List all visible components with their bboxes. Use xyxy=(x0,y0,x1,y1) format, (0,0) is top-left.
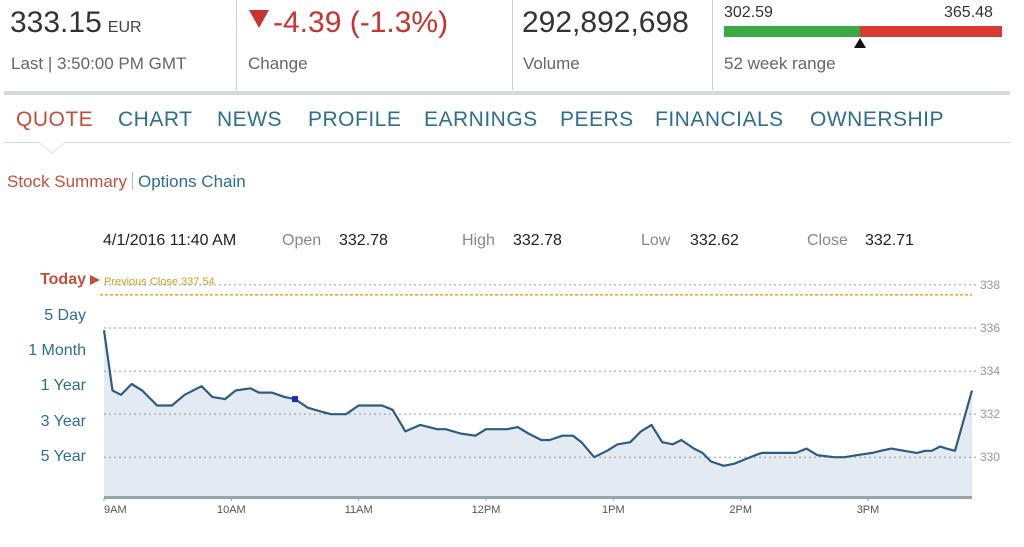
change-text: -4.39 (-1.3%) xyxy=(273,6,449,39)
volume-cell: 292,892,698 Volume xyxy=(512,0,712,90)
tab-profile[interactable]: PROFILE xyxy=(308,108,402,131)
x-axis-line xyxy=(104,496,972,499)
chart-hover-datetime: 4/1/2016 11:40 AM xyxy=(103,232,237,249)
x-tick-label-9AM: 9AM xyxy=(104,504,127,516)
x-tick-label-3PM: 3PM xyxy=(857,504,880,516)
volume-label: Volume xyxy=(523,54,580,73)
down-triangle-icon xyxy=(249,10,269,28)
change-label: Change xyxy=(248,54,308,73)
subtab-separator xyxy=(131,172,133,190)
high-label: High xyxy=(462,232,495,249)
nav-divider xyxy=(4,142,1010,143)
range-low: 302.59 xyxy=(724,4,773,21)
last-price: 333.15 EUR xyxy=(10,6,142,40)
x-tick-label-12PM: 12PM xyxy=(472,504,501,516)
price-line xyxy=(102,330,974,467)
previous-close-label: Previous Close 337.54 xyxy=(104,276,215,288)
volume-value: 292,892,698 xyxy=(522,6,689,39)
last-time-label: Last | 3:50:00 PM GMT xyxy=(11,54,187,73)
last-price-value: 333.15 xyxy=(10,6,102,39)
close-label: Close xyxy=(807,232,848,249)
subtabs: Stock Summary Options Chain xyxy=(7,172,246,192)
tab-news[interactable]: NEWS xyxy=(217,108,282,131)
low-label: Low xyxy=(641,232,671,249)
open-value: 332.78 xyxy=(339,232,388,249)
range-button-5-day[interactable]: 5 Day xyxy=(44,307,86,324)
subtab-options-chain[interactable]: Options Chain xyxy=(137,172,246,191)
y-tick-label-330: 330 xyxy=(980,450,1000,464)
high-value: 332.78 xyxy=(513,232,562,249)
price-area-fill xyxy=(104,330,972,496)
y-tick-label-334: 334 xyxy=(980,364,1000,378)
active-tab-notch-inner xyxy=(39,142,65,153)
low-value: 332.62 xyxy=(690,232,739,249)
range-marker-icon xyxy=(854,38,867,48)
strip-divider xyxy=(4,91,1010,95)
last-price-cell: 333.15 EUR Last | 3:50:00 PM GMT xyxy=(0,0,236,90)
tab-financials[interactable]: FINANCIALS xyxy=(655,108,784,131)
hover-point-marker xyxy=(292,396,299,403)
x-tick-label-2PM: 2PM xyxy=(729,504,752,516)
intraday-chart[interactable]: 330 332 334 336 338 9AM 10AM 11AM 12PM 1PM 2PM 3PM xyxy=(0,260,1024,520)
currency-label: EUR xyxy=(107,19,142,36)
x-tick-label-10AM: 10AM xyxy=(217,504,246,516)
tab-chart[interactable]: CHART xyxy=(118,108,193,131)
subtab-stock-summary[interactable]: Stock Summary xyxy=(7,172,127,191)
x-tick-label-11AM: 11AM xyxy=(345,504,373,516)
range-button-5-year[interactable]: 5 Year xyxy=(40,448,86,465)
tab-peers[interactable]: PEERS xyxy=(560,108,634,131)
today-arrow-icon xyxy=(90,275,100,285)
y-tick-label-336: 336 xyxy=(980,321,1000,335)
open-label: Open xyxy=(282,232,322,249)
range-cell xyxy=(712,0,1024,90)
range-button-1-year[interactable]: 1 Year xyxy=(40,377,86,394)
quote-strip: 333.15 EUR Last | 3:50:00 PM GMT -4.39 (-… xyxy=(0,0,1024,90)
tab-earnings[interactable]: EARNINGS xyxy=(424,108,538,131)
change-cell: -4.39 (-1.3%) Change xyxy=(236,0,512,90)
range-bar-fill xyxy=(724,26,861,37)
change-value: -4.39 (-1.3%) xyxy=(249,6,448,40)
tab-ownership[interactable]: OWNERSHIP xyxy=(810,108,945,131)
range-high: 365.48 xyxy=(944,4,993,21)
tab-quote[interactable]: QUOTE xyxy=(16,108,94,131)
y-tick-label-338: 338 xyxy=(980,278,1000,292)
x-tick-label-1PM: 1PM xyxy=(602,504,625,516)
range-button-1-month[interactable]: 1 Month xyxy=(28,342,86,359)
close-value: 332.71 xyxy=(865,232,914,249)
range-label: 52 week range xyxy=(724,54,836,73)
quote-nav: QUOTE CHART NEWS PROFILE EARNINGS PEERS … xyxy=(0,108,1024,138)
range-bar xyxy=(724,26,1002,37)
range-button-3-year[interactable]: 3 Year xyxy=(40,413,86,430)
y-tick-label-332: 332 xyxy=(980,407,1000,421)
range-button-today[interactable]: Today xyxy=(40,271,86,288)
